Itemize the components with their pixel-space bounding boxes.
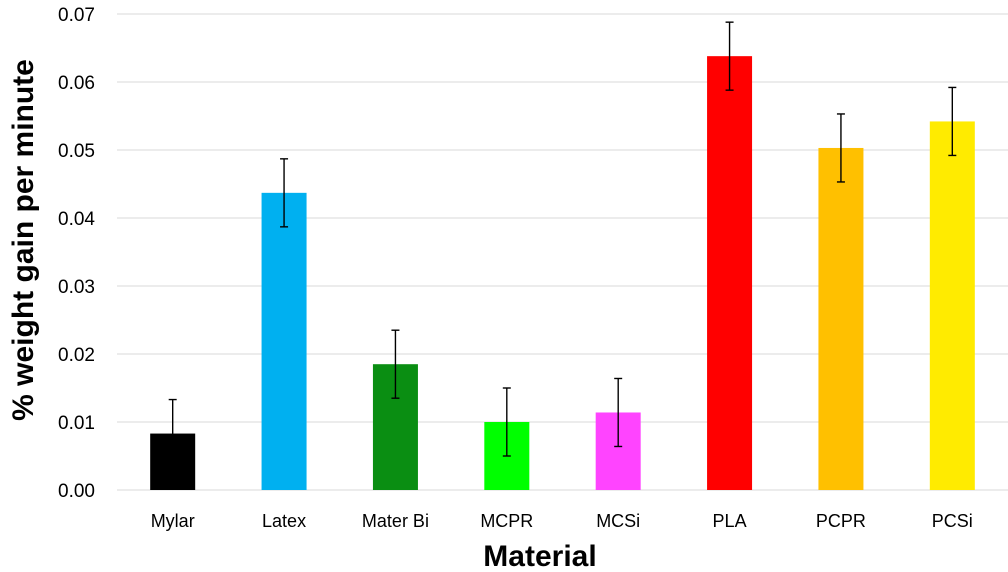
y-tick-label: 0.01	[58, 413, 95, 434]
y-axis-title: % weight gain per minute	[7, 59, 40, 421]
bars	[150, 56, 975, 490]
error-bar	[168, 398, 177, 469]
error-bar	[836, 113, 845, 183]
y-tick-label: 0.03	[58, 277, 95, 298]
bar-pcpr	[818, 147, 864, 490]
error-bar	[280, 158, 289, 228]
y-tick-label: 0.04	[58, 209, 95, 230]
x-tick-label: MCPR	[480, 511, 533, 531]
error-bar	[948, 86, 957, 157]
y-tick-label: 0.07	[58, 5, 95, 26]
x-axis-ticks: Mylar Latex Mater Bi MCPR MCSi PLA PCPR PCSi	[151, 511, 973, 531]
error-bar	[391, 329, 400, 399]
bar-latex	[261, 192, 307, 490]
error-bars	[168, 21, 957, 469]
error-bar	[725, 21, 734, 91]
y-tick-label: 0.02	[58, 345, 95, 366]
bar-pcsi	[929, 121, 975, 490]
x-axis-title: Material	[483, 540, 596, 572]
x-tick-label: Mater Bi	[362, 511, 429, 531]
y-tick-label: 0.06	[58, 73, 95, 94]
y-axis-ticks: 0.00 0.01 0.02 0.03 0.04 0.05 0.06 0.07	[58, 5, 95, 502]
x-tick-label: PCPR	[816, 511, 866, 531]
x-tick-label: MCSi	[596, 511, 640, 531]
x-tick-label: Mylar	[151, 511, 195, 531]
bar-pla	[707, 56, 753, 490]
error-bar	[614, 377, 623, 448]
error-bar	[502, 387, 511, 457]
x-tick-label: Latex	[262, 511, 306, 531]
x-tick-label: PLA	[713, 511, 747, 531]
y-tick-label: 0.05	[58, 141, 95, 162]
y-tick-label: 0.00	[58, 481, 95, 502]
x-tick-label: PCSi	[932, 511, 973, 531]
gridlines	[117, 13, 1008, 491]
